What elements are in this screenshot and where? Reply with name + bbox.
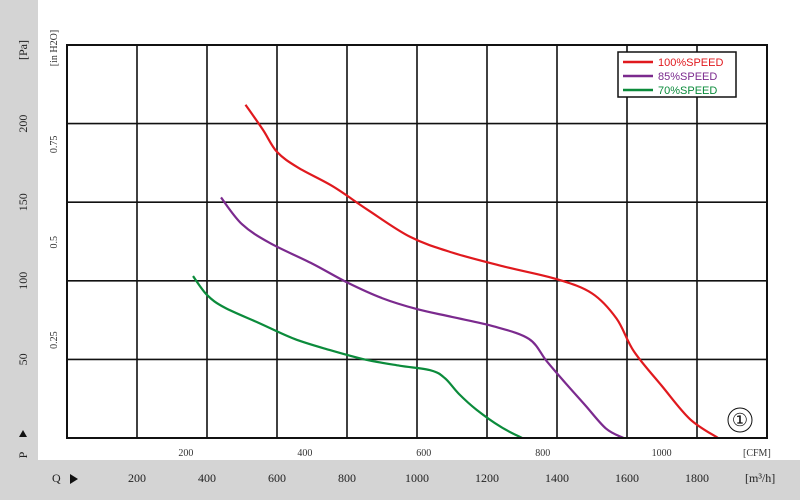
- m3h-tick-label: 1200: [475, 471, 499, 485]
- pa-tick-label: 100: [16, 272, 30, 290]
- curves: [192, 104, 719, 439]
- m3h-tick-label: 1400: [545, 471, 569, 485]
- series-line-3: [192, 275, 523, 439]
- inh2o-tick-label: 0.75: [49, 136, 60, 154]
- legend-label: 100%SPEED: [658, 57, 723, 69]
- q-axis-label: Q: [52, 471, 61, 485]
- pa-tick-label: 150: [16, 193, 30, 211]
- legend: 100%SPEED 85%SPEED 70%SPEED: [617, 51, 737, 98]
- bottom-axis-band: [0, 460, 800, 500]
- grid: [67, 45, 767, 438]
- pa-axis-label: [Pa]: [16, 40, 30, 60]
- m3h-tick-label: 1600: [615, 471, 639, 485]
- cfm-tick-label: 800: [535, 448, 550, 459]
- inh2o-tick-label: 0.25: [49, 331, 60, 349]
- cfm-tick-label: 600: [416, 448, 431, 459]
- q-arrow-icon: [70, 474, 78, 484]
- curve-number-circle: [727, 407, 753, 433]
- tick-labels: 200 400 600 800 1000 1200 1400 1600 1800 200 400 60…: [16, 115, 709, 485]
- cfm-tick-label: 400: [297, 448, 312, 459]
- m3h-tick-label: 400: [198, 471, 216, 485]
- m3h-axis-label: [m³/h]: [745, 471, 775, 485]
- legend-box: [617, 51, 737, 98]
- series-line-2: [220, 196, 625, 439]
- pa-tick-label: 50: [16, 353, 30, 365]
- legend-label: 70%SPEED: [658, 85, 717, 97]
- p-axis-label: P: [16, 451, 30, 458]
- plot-border: [66, 44, 768, 439]
- legend-label: 85%SPEED: [658, 71, 717, 83]
- m3h-tick-label: 800: [338, 471, 356, 485]
- pa-tick-label: 200: [16, 115, 30, 133]
- inh2o-tick-label: 0.5: [49, 236, 60, 249]
- inh2o-axis-label: [in H2O]: [49, 30, 60, 66]
- m3h-tick-label: 600: [268, 471, 286, 485]
- series-line-1: [244, 104, 719, 439]
- cfm-tick-label: 1000: [652, 448, 672, 459]
- p-arrow-icon: [19, 430, 27, 437]
- left-axis-band: [0, 0, 38, 500]
- curve-number-label: ①: [732, 410, 748, 430]
- m3h-tick-label: 200: [128, 471, 146, 485]
- m3h-tick-label: 1000: [405, 471, 429, 485]
- m3h-tick-label: 1800: [685, 471, 709, 485]
- cfm-tick-label: 200: [178, 448, 193, 459]
- cfm-axis-label: [CFM]: [743, 448, 771, 459]
